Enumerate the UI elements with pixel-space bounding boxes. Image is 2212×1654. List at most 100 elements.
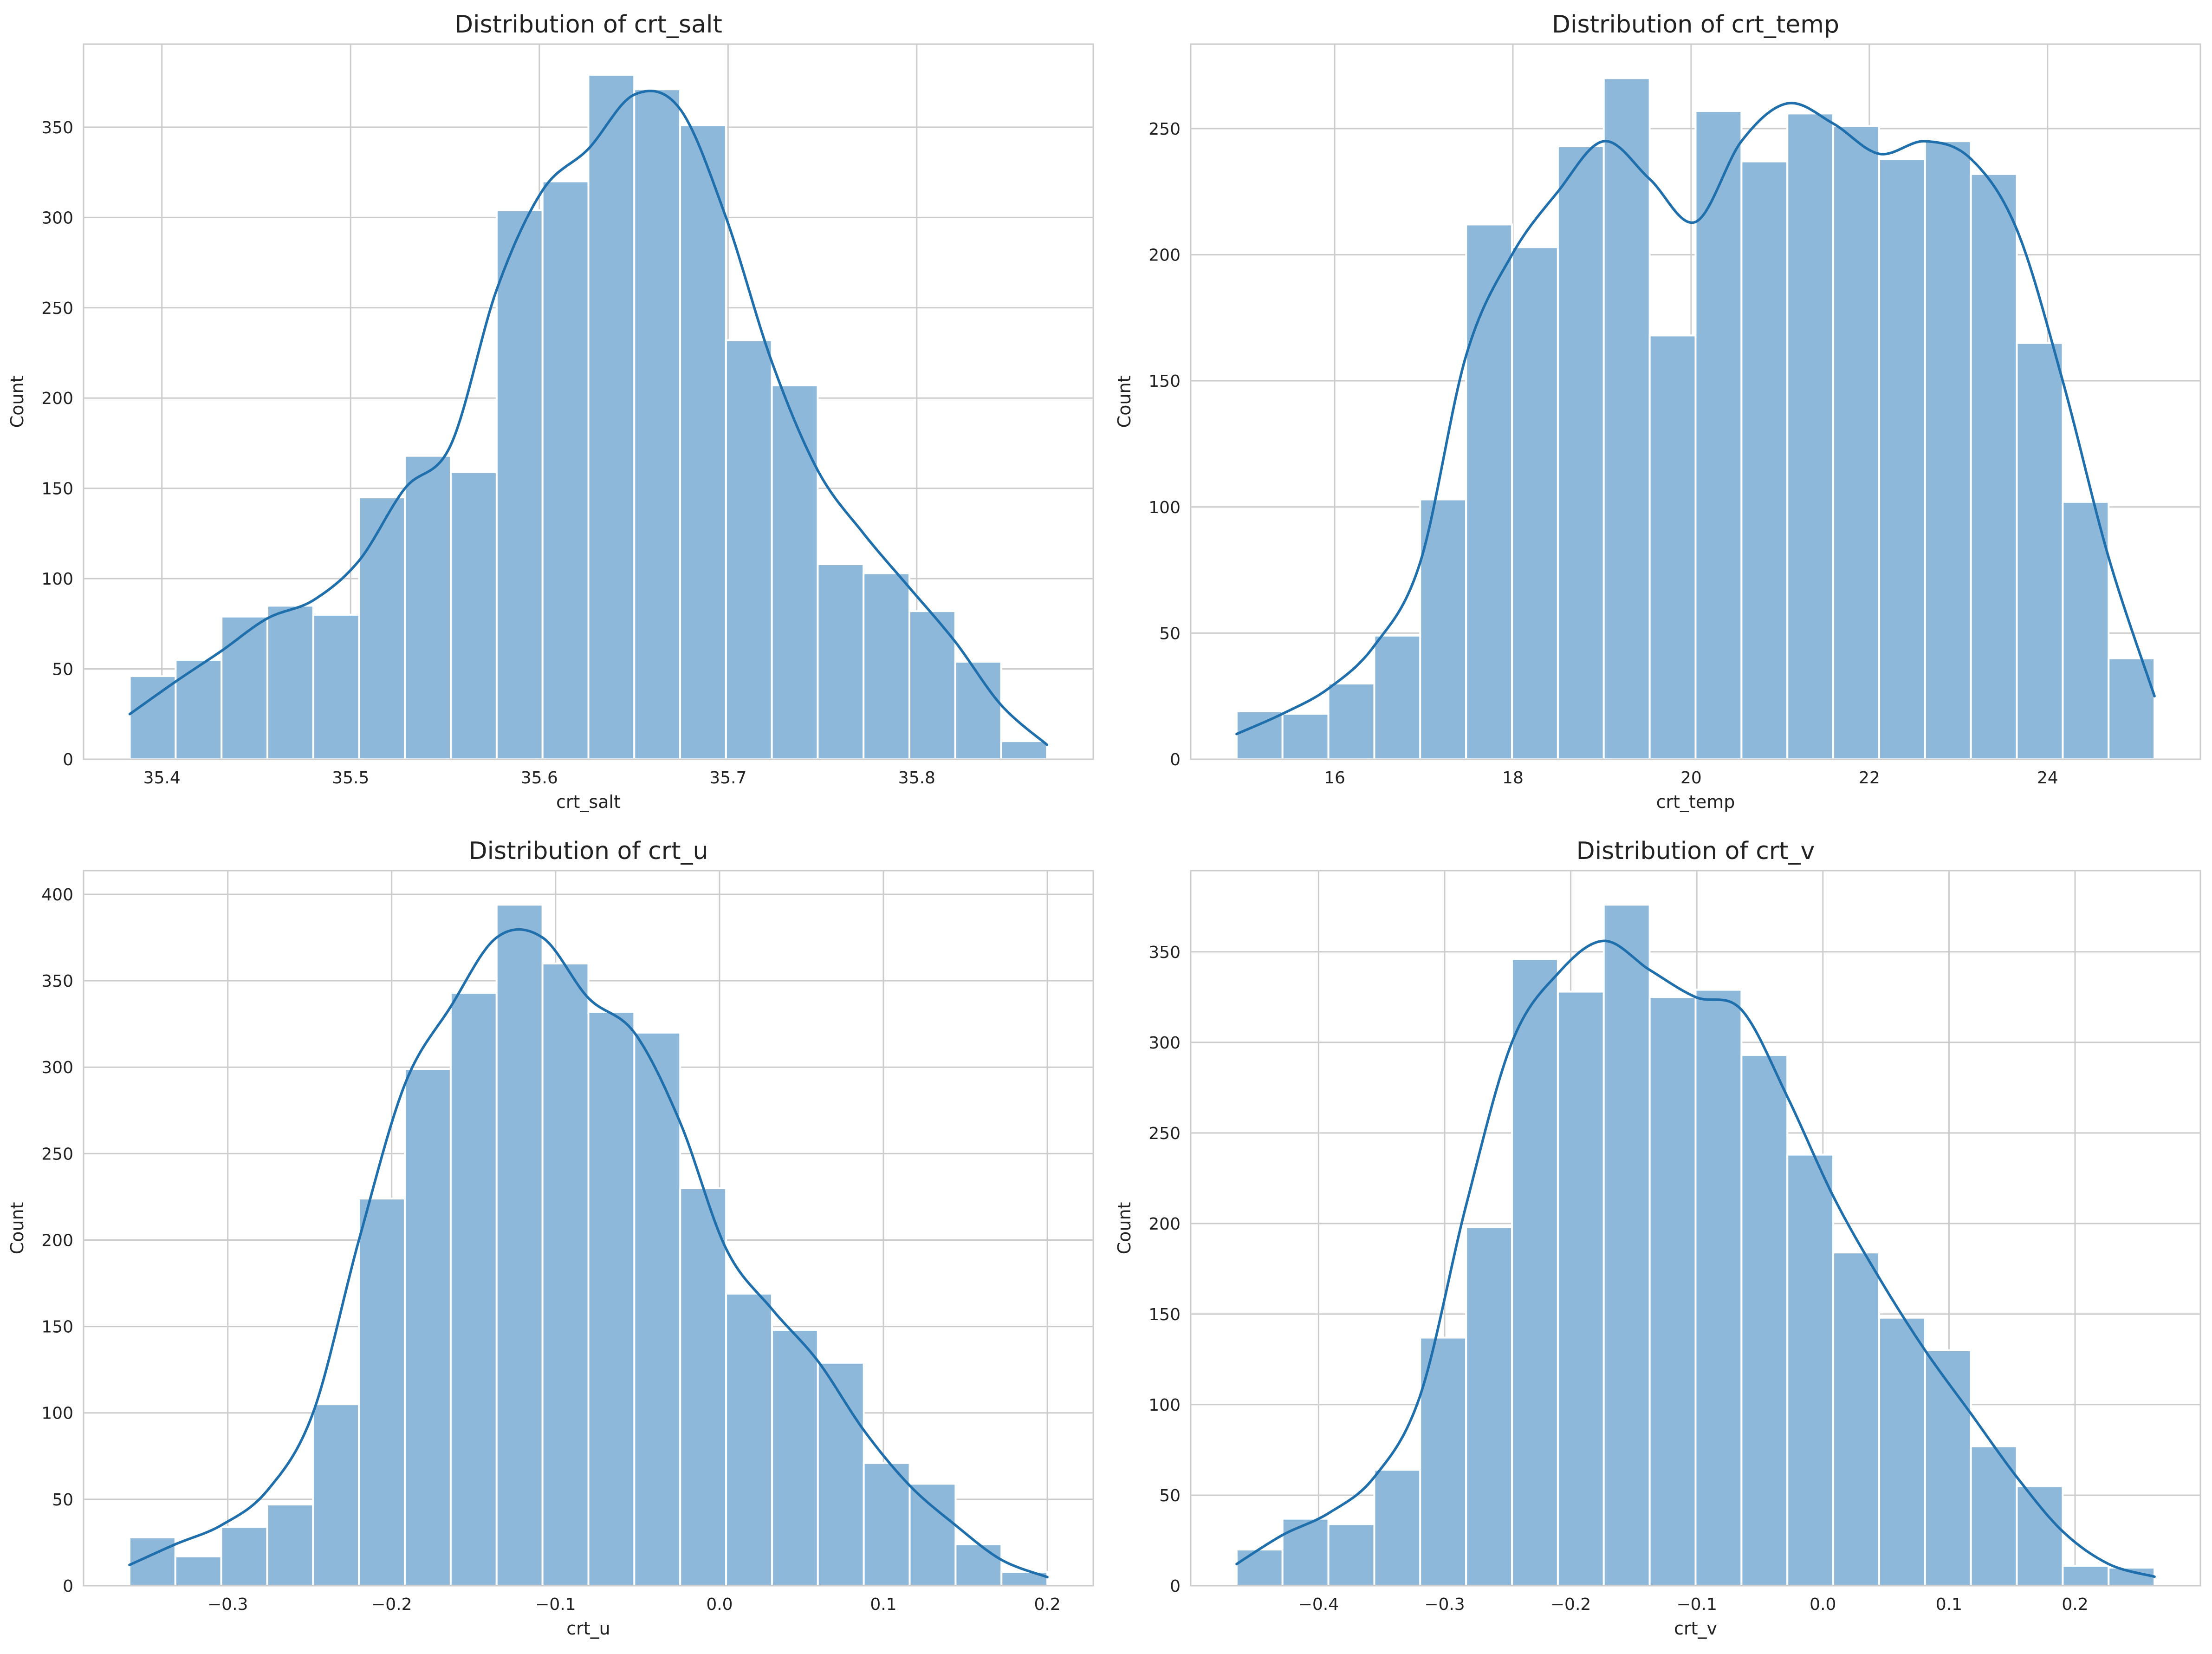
x-tick-label: −0.4 (1298, 1595, 1339, 1614)
y-tick-label: 300 (41, 208, 73, 228)
histogram-bar (175, 659, 223, 760)
histogram-bar (1924, 1349, 1972, 1587)
y-tick-label: 150 (1148, 1305, 1181, 1324)
histogram-bar (1970, 173, 2018, 761)
histogram-bar (495, 209, 544, 760)
histogram-bar (679, 1187, 727, 1587)
y-tick-label: 250 (41, 299, 73, 318)
kde-line (1235, 939, 2156, 1578)
histogram-bar (2062, 1565, 2110, 1587)
histogram-bar (587, 1011, 636, 1587)
histogram-bar (1832, 1251, 1880, 1587)
plot-frame (1190, 870, 2201, 1587)
chart-panel-2: 0 50 100 150 200 250 16 18 20 22 24 crt_temp Count Di… (1114, 11, 2201, 812)
histogram-bar (2108, 1566, 2156, 1587)
histogram-bar (221, 615, 268, 761)
histogram-bar (449, 992, 498, 1587)
histogram-bar (1786, 112, 1835, 761)
histogram-bar (1465, 223, 1513, 761)
histogram-bar (771, 1329, 819, 1587)
histogram-bar (1602, 904, 1651, 1587)
histogram-bar (633, 88, 681, 761)
x-tick-label: 24 (2037, 768, 2058, 788)
histogram-bar (1648, 334, 1697, 760)
y-tick-label: 0 (63, 1577, 73, 1596)
histogram-bar (1511, 246, 1559, 760)
y-tick-label: 300 (41, 1058, 73, 1077)
y-tick-label: 50 (1159, 624, 1181, 643)
x-tick-label: 0.0 (706, 1595, 733, 1614)
y-tick-label: 100 (1148, 498, 1181, 517)
histogram-bar (404, 1068, 452, 1587)
x-axis-label: crt_v (1674, 1618, 1717, 1639)
y-tick-label: 100 (41, 1404, 73, 1423)
histogram-bar (863, 1462, 911, 1587)
chart-title: Distribution of crt_v (1576, 837, 1815, 865)
x-tick-label: 35.7 (709, 768, 746, 788)
x-tick-label: 22 (1859, 768, 1880, 788)
plot-frame (83, 43, 1094, 760)
x-tick-label: 0.2 (1034, 1595, 1061, 1614)
histogram-bar (220, 1526, 268, 1587)
histogram-bar (908, 610, 956, 760)
y-tick-label: 200 (1148, 246, 1181, 265)
histogram-bar (266, 1504, 314, 1587)
histogram-bar (1281, 713, 1330, 760)
x-axis-label: crt_u (566, 1618, 610, 1639)
x-tick-label: 35.8 (898, 768, 935, 788)
histogram-bar (312, 613, 360, 761)
y-axis-label: Count (1114, 1202, 1135, 1255)
histogram-bar (1000, 740, 1048, 760)
histogram-bar (1924, 140, 1972, 761)
y-axis-label: Count (7, 1202, 27, 1255)
histogram-bar (1465, 1226, 1513, 1587)
y-tick-label: 150 (41, 1318, 73, 1337)
chart-title: Distribution of crt_u (469, 837, 708, 865)
x-tick-label: 0.2 (2062, 1595, 2088, 1614)
histogram-bar (1648, 996, 1697, 1587)
histogram-bar (541, 180, 590, 760)
histogram-bar (1878, 1316, 1926, 1587)
histogram-bar (404, 455, 452, 760)
x-tick-label: 20 (1680, 768, 1702, 788)
y-tick-label: 250 (1148, 120, 1181, 139)
y-tick-label: 200 (41, 1231, 73, 1250)
histogram-bar (1740, 1054, 1789, 1587)
y-tick-label: 0 (1170, 1577, 1181, 1596)
histogram-bar (1327, 1523, 1375, 1587)
chart-panel-4: 0 50 100 150 200 250 300 350 −0.4 −0.3 −0.2 −0.1 0.0… (1114, 837, 2201, 1639)
x-tick-label: 0.0 (1810, 1595, 1836, 1614)
histogram-bar (2016, 1485, 2064, 1587)
histogram-bar (312, 1403, 360, 1587)
y-tick-label: 200 (1148, 1215, 1181, 1234)
kde-line (128, 90, 1049, 746)
histogram-bar (1235, 1548, 1284, 1587)
histogram-bar (495, 904, 544, 1587)
y-tick-label: 50 (1159, 1486, 1181, 1505)
histogram-bar (1970, 1445, 2018, 1587)
x-tick-label: 35.5 (332, 768, 369, 788)
histogram-bar (908, 1483, 957, 1587)
x-tick-label: 35.4 (143, 768, 181, 788)
histogram-bar (2062, 501, 2110, 760)
x-tick-label: −0.2 (1550, 1595, 1591, 1614)
x-tick-label: −0.1 (535, 1595, 576, 1614)
histogram-bar (1327, 683, 1375, 760)
x-tick-label: −0.3 (1424, 1595, 1465, 1614)
plot-frame (83, 870, 1094, 1587)
y-tick-label: 250 (41, 1145, 73, 1164)
chart-panel-1: 0 50 100 150 200 250 300 350 35.4 35.5 35.6 35.7 35.… (7, 11, 1094, 812)
histogram-bar (174, 1555, 222, 1587)
y-tick-label: 0 (1170, 750, 1181, 769)
y-tick-label: 200 (41, 389, 73, 408)
kde-line (128, 928, 1049, 1579)
x-axis-label: crt_temp (1656, 792, 1735, 812)
y-tick-label: 400 (41, 886, 73, 905)
x-tick-label: 16 (1324, 768, 1345, 788)
histogram-bar (954, 1543, 1003, 1587)
histogram-bar (1878, 158, 1926, 760)
y-axis-label: Count (1114, 376, 1135, 428)
y-tick-label: 0 (63, 750, 73, 769)
chart-title: Distribution of crt_salt (454, 11, 722, 39)
